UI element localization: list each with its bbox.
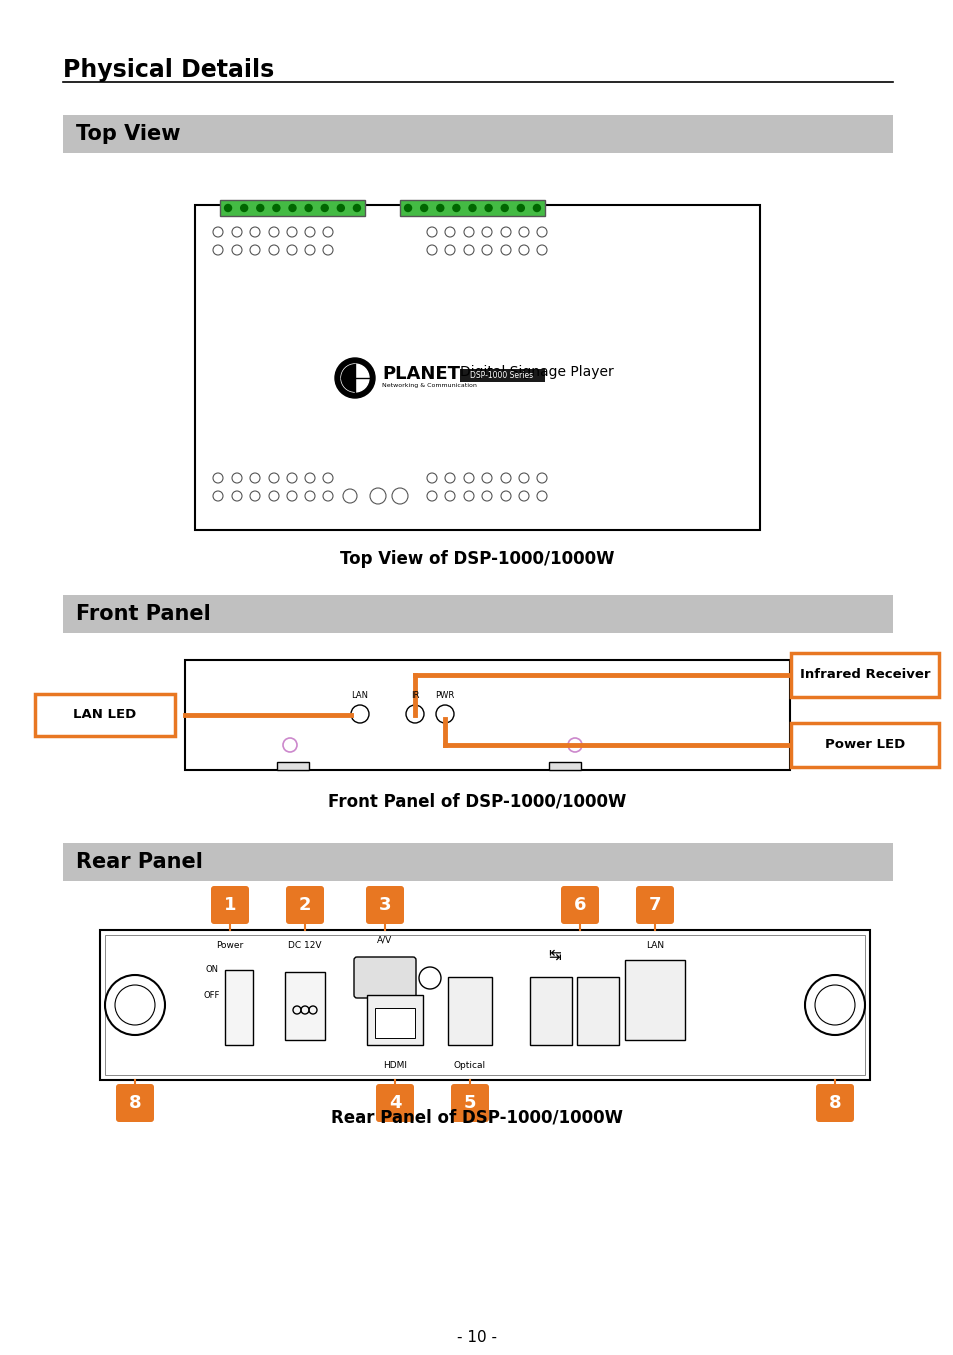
Circle shape — [337, 205, 344, 211]
Circle shape — [453, 205, 459, 211]
Bar — [399, 201, 544, 215]
FancyBboxPatch shape — [286, 886, 324, 924]
Text: 4: 4 — [388, 1093, 401, 1112]
Circle shape — [240, 205, 248, 211]
Circle shape — [340, 364, 369, 392]
Text: DC 12V: DC 12V — [288, 940, 321, 950]
FancyBboxPatch shape — [375, 1008, 415, 1038]
FancyBboxPatch shape — [116, 1084, 153, 1122]
Circle shape — [305, 205, 312, 211]
Bar — [220, 201, 365, 215]
Text: Top View of DSP-1000/1000W: Top View of DSP-1000/1000W — [339, 550, 614, 568]
FancyBboxPatch shape — [560, 886, 598, 924]
FancyBboxPatch shape — [367, 995, 422, 1045]
FancyBboxPatch shape — [354, 957, 416, 999]
Bar — [105, 935, 864, 1075]
Bar — [63, 115, 892, 153]
FancyBboxPatch shape — [35, 694, 174, 736]
Text: Rear Panel: Rear Panel — [76, 852, 203, 873]
Text: A/V: A/V — [377, 935, 393, 944]
Text: DSP-1000 Series: DSP-1000 Series — [470, 371, 533, 379]
Text: PWR: PWR — [435, 691, 455, 701]
Circle shape — [335, 358, 375, 398]
Text: Rear Panel of DSP-1000/1000W: Rear Panel of DSP-1000/1000W — [331, 1108, 622, 1126]
Bar — [194, 205, 760, 530]
Bar — [285, 972, 325, 1041]
Text: 3: 3 — [378, 896, 391, 915]
FancyBboxPatch shape — [815, 1084, 853, 1122]
Text: PLANET: PLANET — [381, 364, 459, 383]
Text: HDMI: HDMI — [382, 1061, 407, 1069]
Bar — [448, 977, 492, 1045]
Text: 2: 2 — [298, 896, 311, 915]
Bar — [276, 762, 309, 770]
FancyBboxPatch shape — [790, 653, 938, 696]
Text: OFF: OFF — [204, 991, 220, 1000]
Circle shape — [289, 205, 295, 211]
Circle shape — [436, 205, 443, 211]
Circle shape — [353, 205, 360, 211]
Text: Infrared Receiver: Infrared Receiver — [799, 668, 929, 682]
Text: Top View: Top View — [76, 125, 180, 144]
Wedge shape — [340, 364, 355, 392]
Bar — [624, 959, 684, 1041]
Text: 7: 7 — [648, 896, 660, 915]
Bar — [225, 970, 253, 1045]
Text: ↹: ↹ — [548, 947, 560, 962]
Circle shape — [517, 205, 524, 211]
Text: Power LED: Power LED — [824, 738, 904, 752]
Text: LAN LED: LAN LED — [73, 709, 136, 721]
Text: Optical: Optical — [454, 1061, 485, 1069]
Text: 1: 1 — [224, 896, 236, 915]
Text: LAN: LAN — [645, 940, 663, 950]
Text: Front Panel: Front Panel — [76, 604, 211, 625]
FancyBboxPatch shape — [790, 724, 938, 767]
Bar — [548, 762, 580, 770]
Bar — [63, 843, 892, 881]
Circle shape — [533, 205, 540, 211]
Bar — [185, 660, 789, 770]
Bar — [459, 369, 544, 382]
Circle shape — [224, 205, 232, 211]
Bar — [530, 977, 572, 1045]
FancyBboxPatch shape — [366, 886, 403, 924]
Circle shape — [469, 205, 476, 211]
FancyBboxPatch shape — [636, 886, 673, 924]
Circle shape — [404, 205, 411, 211]
Text: LAN: LAN — [351, 691, 368, 701]
Circle shape — [256, 205, 263, 211]
Bar — [100, 930, 869, 1080]
Text: Networking & Communication: Networking & Communication — [381, 382, 476, 388]
Text: Physical Details: Physical Details — [63, 58, 274, 83]
Text: Power: Power — [216, 940, 243, 950]
Circle shape — [500, 205, 508, 211]
Text: 8: 8 — [828, 1093, 841, 1112]
Bar — [577, 977, 618, 1045]
Text: Front Panel of DSP-1000/1000W: Front Panel of DSP-1000/1000W — [328, 793, 625, 812]
Text: 5: 5 — [463, 1093, 476, 1112]
FancyBboxPatch shape — [451, 1084, 489, 1122]
Text: ON: ON — [205, 966, 218, 974]
Text: IR: IR — [411, 691, 418, 701]
FancyBboxPatch shape — [375, 1084, 414, 1122]
Circle shape — [273, 205, 279, 211]
Bar — [63, 595, 892, 633]
Text: 6: 6 — [573, 896, 586, 915]
Circle shape — [420, 205, 427, 211]
Circle shape — [485, 205, 492, 211]
Text: Digital Signage Player: Digital Signage Player — [459, 364, 613, 379]
FancyBboxPatch shape — [211, 886, 249, 924]
Circle shape — [321, 205, 328, 211]
Text: - 10 -: - 10 - — [456, 1331, 497, 1346]
Text: 8: 8 — [129, 1093, 141, 1112]
